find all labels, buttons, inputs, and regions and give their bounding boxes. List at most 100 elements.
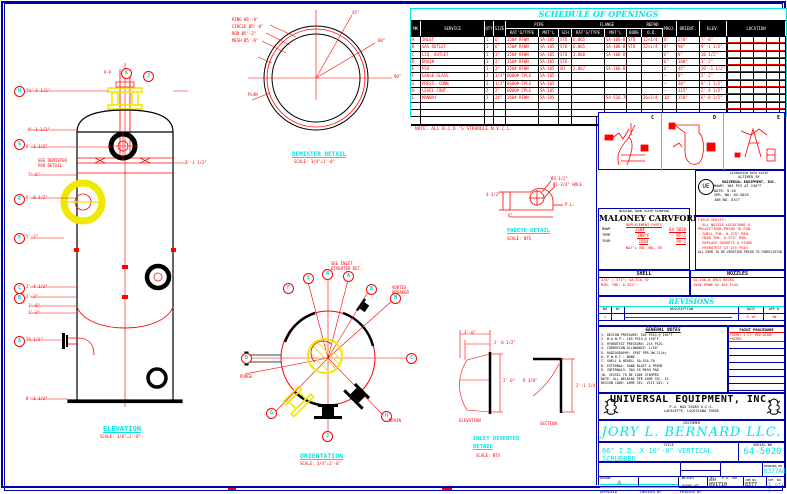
schedule-row: A INLET 1 6" 150# RFWN SA-105 STD 6.065 … [411,37,786,45]
orient-annotation: DRAIN [389,418,402,423]
schedule-row: G PRESS. CONN. 1 1/2" 6000# CPLG SA-105 … [411,80,786,89]
warning-triangle-icon: ⚠ [617,478,622,486]
schedule-of-openings-table: SCHEDULE OF OPENINGS MK SERVICE QTY SIZE… [410,8,787,132]
ue-stamp-icon: UE [698,179,714,195]
elevation-view-linework [30,63,188,407]
orient-tag: H [381,411,392,422]
yellow-manway [60,179,106,225]
field-notes-footer: ALL DIMS TO BE VERIFIED PRIOR TO FABRICA… [698,250,782,255]
rev-col-desc: DESCRIPTION [625,307,739,313]
location-ticks [727,66,786,73]
job-no-value: 8377 [745,482,758,488]
col-group-flange: FLANGE RAT'G/TYPE MAT'L BORE [572,21,642,37]
crawfish-logo-icon [603,398,619,415]
orient-tag: F [283,283,294,294]
section-dim: 2'-6 1/2" [494,340,516,345]
inlet-diverter-caption: INLET DIVERTER [473,436,520,442]
schedule-row: H LEVEL CONT. 2 2" 6000# CPLG SA-105 — 3… [411,88,786,96]
orient-tag: D [241,353,252,364]
dimension-leaders [30,90,188,400]
col-service: SERVICE [421,21,485,36]
angle-label: 45° [352,10,360,15]
col-flg-ratg: RAT'G/TYPE [572,29,605,37]
padeye-dim: Ø3-1/2" [551,176,568,181]
orient-tag: E [303,273,314,284]
drawn-label: DRAWN [600,476,611,480]
col-flg-bore: BORE [627,29,642,37]
elevation-caption: ELEVATION [103,425,141,433]
weight-value: NJT [710,476,717,480]
serial-number: 64-5020 [743,447,782,457]
southeast-flange [343,382,371,410]
revisions-box: REVISIONS NO BY DESCRIPTION DATE APP'D 1… [598,296,785,327]
upper-manway [108,131,138,161]
elevation-note: SEE DEMISTER [38,158,67,163]
section-dim: R 3/8" [523,378,538,383]
weld-details-strip: C D E [598,112,785,171]
schedule-row: B GAS OUTLET 1 6" 150# RFWN SA-105 STD 6… [411,44,786,52]
padeye-caption: PADEYE DETAIL [507,228,551,234]
section-label: ELEVATION [459,418,481,423]
schedule-row: E PSV 1 2" 150# RFWN SA-105 XH 2.067 SA-… [411,66,786,74]
bottom-head [76,306,174,329]
tag-dim: 5'-2" [26,234,39,239]
checked-label: CHECKED BY [640,490,662,494]
section-label: SECTION [540,421,557,426]
signature-line [600,484,679,485]
inlet-diverter-scale: SCALE: NTS [476,453,501,458]
nameplate-name: MALONEY CARVFORD [599,213,700,223]
date-value: 091710 [709,482,728,488]
company-block: UNIVERSAL EQUIPMENT, INC. P.O. BOX 53083… [598,393,785,420]
orientation-view-linework [244,278,408,434]
alteration-plate-box: UE ALTERATION DATA PLATE ALTERED BY UNIV… [695,170,785,216]
elevation-scale: SCALE: 3/8"=1'-0" [100,434,141,439]
top-flange-yellow [107,87,143,110]
nameplate-sub: REPLACEMENT PARTS [626,223,662,227]
orient-tag: A [343,271,354,282]
section-dim: 2'-0" [503,378,516,383]
company-name: UNIVERSAL EQUIPMENT, INC. [609,394,773,405]
center-nozzle-yellow [307,338,343,374]
alteration-header: ALTERATION DATA PLATE [730,171,768,175]
col-pipe-sch: SCH [559,29,572,37]
location-ticks [727,58,786,66]
nozzles-box: NOZZLES SA-106-B SMLS NECKS 150# RFWN SA… [690,270,785,296]
nameplate-rows: MAWP 250# 64-5020 TEMP 200°F RT-1 YEAR 1… [602,227,686,245]
tag-dim: P-P [104,70,112,75]
col-flg-matl: MAT'L [605,29,627,37]
location-ticks [727,80,786,88]
south-flange [314,404,342,419]
title-label: TITLE [663,443,674,447]
schedule-title: SCHEDULE OF OPENINGS [411,9,786,21]
angle-label: 90° [394,74,402,79]
weld-detail-e-sketch [734,127,776,162]
demister-scale: SCALE: 3/4"=1'-0" [294,159,335,164]
orient-tag: N [322,269,333,280]
tag-dim: 1'-2" [28,310,41,315]
tag-balloon-top: K [121,68,132,79]
tag-dim: 0'-1 1/2" [26,396,48,401]
schedule-header-row: MK SERVICE QTY SIZE PIPE RAT'G/TYPE MAT'… [411,21,786,37]
inlet-diverter-linework [459,330,575,414]
tag-dim: 9'-1 1/2" [28,127,50,132]
sheet-value: 1 of 1 [768,482,782,494]
detail-letter: D [713,115,717,121]
demister-labels: RING Ø6'-0" CIRCLE Ø5'-8" ROD Ø5'-2" MESH Ø… [232,17,264,43]
general-notes-box: GENERAL NOTES 1. DESIGN PRESSURE: 165 PS… [598,326,728,393]
angle-label: 60° [378,38,386,43]
col-proj: PROJ. [663,21,677,36]
paint-procedure-box: PAINT PROCEDURE PRIME: 1 CT. RED OXIDE P… [728,326,785,393]
orient-tag: B [366,284,377,295]
paint-line: PRIME: 1 CT. RED OXIDE PRIMER [729,332,784,342]
tag-dim: 7'-6" [28,172,41,177]
orient-annotation: PURGE [240,374,253,379]
rev-date: 9-10 [739,314,764,320]
nameplate-box: ORIGINAL NAME PLATE STAMPING MALONEY CAR… [598,208,700,270]
tag-balloon-top: J [143,71,154,82]
revisions-title: REVISIONS [599,297,784,307]
schedule-row: L MANWAY 1 24" 150# RFWN SA-105 SA-516-7… [411,95,786,103]
northeast-flange [355,298,370,313]
tag-balloon: G [14,139,25,150]
orientation-caption: ORIENTATION [300,452,344,460]
